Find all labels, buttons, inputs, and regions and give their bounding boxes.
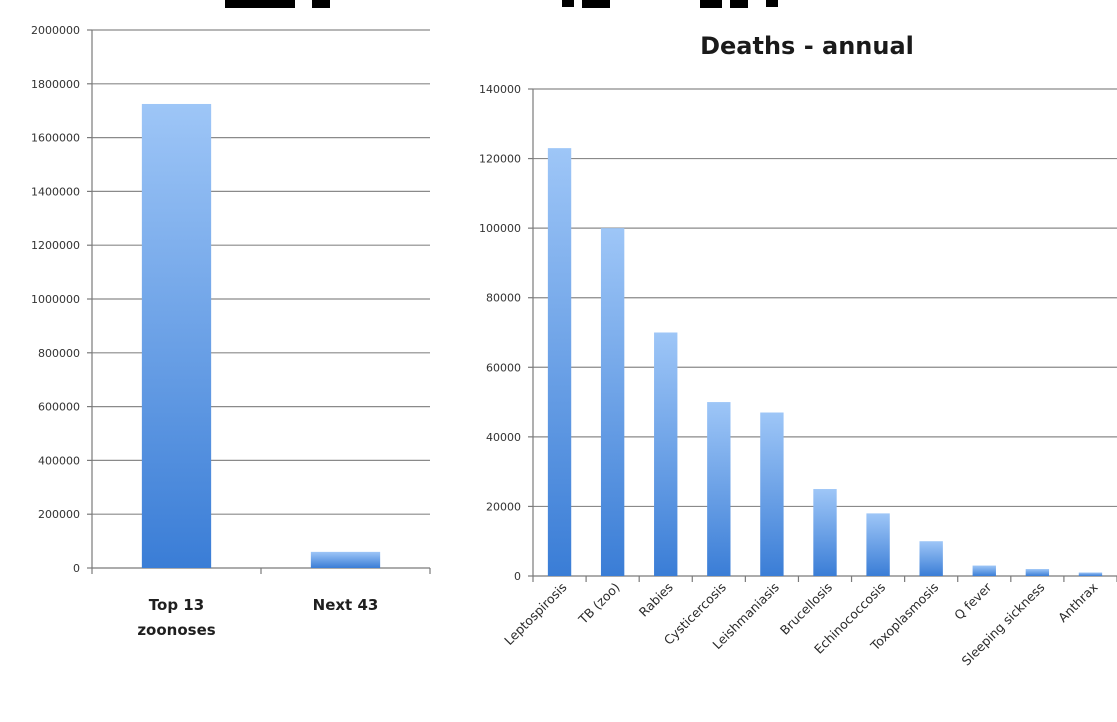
right-ytick-label: 0	[514, 570, 521, 583]
right-category-label: Leptospirosis	[501, 580, 569, 648]
right-ytick-label: 100000	[479, 222, 521, 235]
right-bar-chart: Deaths - annual 0 20000 40000 60000 80000 100…	[479, 32, 1117, 668]
right-bar	[760, 412, 784, 576]
cut-off-heading	[225, 0, 778, 8]
right-bar	[813, 489, 837, 576]
left-ytick-label: 1600000	[31, 132, 80, 145]
right-bar	[654, 332, 678, 576]
right-bar	[600, 228, 625, 576]
left-category-label: Top 13 zoonoses	[137, 596, 215, 639]
right-bar	[707, 402, 731, 576]
right-bar	[1025, 569, 1050, 576]
left-ytick-label: 200000	[38, 508, 80, 521]
left-ytick-label: 1400000	[31, 185, 80, 198]
right-ytick-label: 120000	[479, 153, 521, 166]
left-ytick-label: 800000	[38, 347, 80, 360]
left-ytick-label: 1200000	[31, 239, 80, 252]
left-ytick-label: 1800000	[31, 78, 80, 91]
right-category-label: TB (zoo)	[575, 580, 623, 628]
left-ytick-label: 1000000	[31, 293, 80, 306]
right-ytick-label: 80000	[486, 292, 521, 305]
right-bar	[866, 513, 890, 576]
left-category-label: Next 43	[313, 596, 379, 614]
right-category-label: Anthrax	[1055, 580, 1101, 626]
right-ytick-label: 60000	[486, 361, 521, 374]
right-ytick-label: 20000	[486, 500, 521, 513]
right-category-label: Brucellosis	[777, 580, 835, 638]
left-ytick-label: 2000000	[31, 24, 80, 37]
right-chart-title: Deaths - annual	[700, 32, 914, 60]
left-bar	[141, 103, 212, 568]
right-ytick-label: 40000	[486, 431, 521, 444]
right-bar	[919, 541, 943, 576]
left-ytick-label: 400000	[38, 454, 80, 467]
left-ytick-label: 0	[73, 562, 80, 575]
right-bar	[547, 148, 572, 576]
left-ytick-label: 600000	[38, 401, 80, 414]
right-category-label: Rabies	[636, 580, 676, 620]
left-bar	[310, 551, 381, 568]
right-bar	[1078, 572, 1103, 576]
left-bar-chart: 0 200000 400000 600000 800000 1000000 1200000 1…	[31, 24, 431, 639]
right-category-label: Q fever	[951, 579, 995, 623]
right-ytick-label: 140000	[479, 83, 521, 96]
right-bar	[972, 565, 996, 576]
